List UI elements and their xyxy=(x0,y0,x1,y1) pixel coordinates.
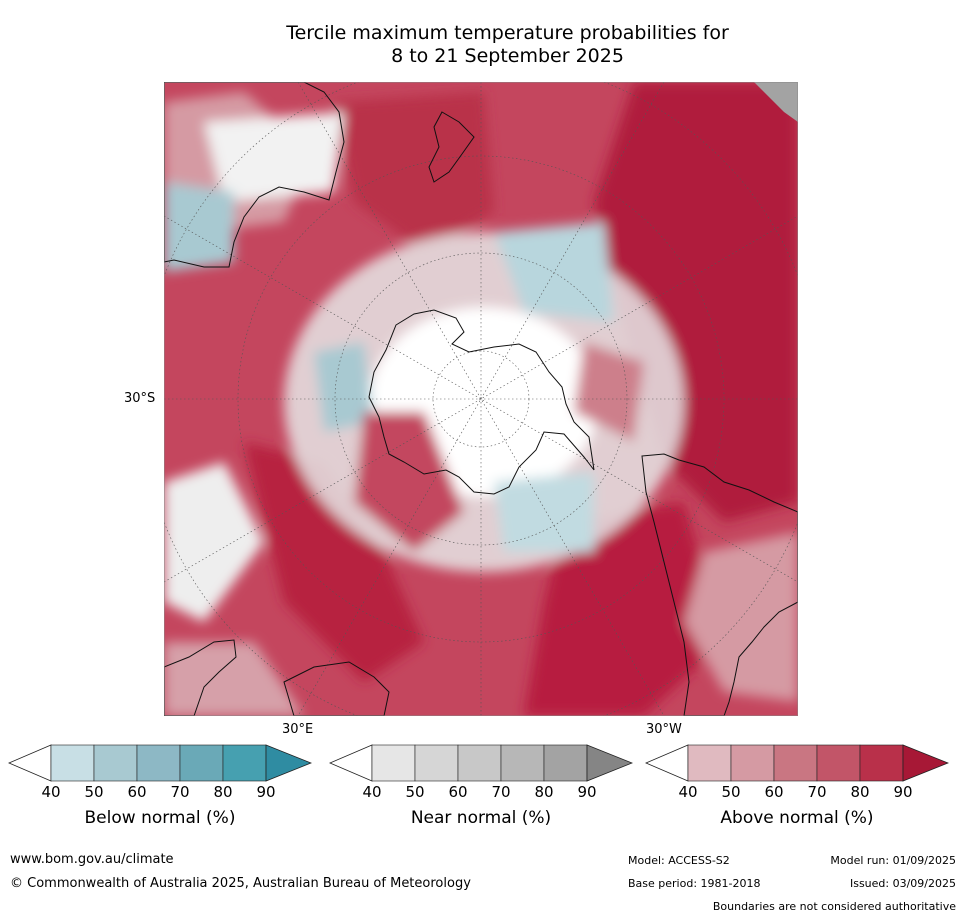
australia-coastline xyxy=(164,82,345,268)
antarctica-coastline xyxy=(368,309,595,495)
colorbar-segment xyxy=(222,744,267,782)
colorbar-segment xyxy=(457,744,502,782)
above-50-region-se xyxy=(684,532,798,702)
model-name: Model: ACCESS-S2 xyxy=(628,854,730,867)
above-90-region-south xyxy=(524,502,724,716)
colorbar-tick-label: 80 xyxy=(850,783,870,801)
issued-date: Issued: 03/09/2025 xyxy=(849,877,956,890)
colorbar-segment xyxy=(730,744,775,782)
colorbar-below-normal xyxy=(8,744,312,782)
colorbar-segment xyxy=(773,744,818,782)
below-normal-patch-west xyxy=(314,342,374,432)
colorbar-min-arrow xyxy=(645,744,689,782)
colorbar-min-arrow xyxy=(329,744,373,782)
colorbar-min-arrow xyxy=(8,744,52,782)
colorbar-segment xyxy=(859,744,904,782)
probability-map xyxy=(164,82,798,716)
colorbar-max-arrow xyxy=(586,744,633,782)
colorbar-tick-label: 70 xyxy=(807,783,827,801)
below-normal-patch-pole-north xyxy=(494,222,614,322)
title-line-1: Tercile maximum temperature probabilitie… xyxy=(286,22,729,44)
colorbar-tick-label: 80 xyxy=(534,783,554,801)
graticule xyxy=(164,82,798,716)
colorbar-label-near: Near normal (%) xyxy=(410,808,552,828)
map-title: Tercile maximum temperature probabilitie… xyxy=(160,22,855,68)
colorbar-segment xyxy=(179,744,224,782)
colorbar-segment xyxy=(543,744,588,782)
above-tongue-southwest xyxy=(354,412,464,552)
map-frame xyxy=(164,82,798,716)
colorbar-segment xyxy=(93,744,138,782)
south-america-coastline xyxy=(641,453,798,716)
colorbar-segment xyxy=(50,744,95,782)
colorbar-tick-label: 50 xyxy=(721,783,741,801)
colorbar-tick-label: 90 xyxy=(893,783,913,801)
longitude-label-30w: 30°W xyxy=(646,722,682,737)
colorbar-tick-label: 50 xyxy=(84,783,104,801)
model-run-date: Model run: 01/09/2025 xyxy=(830,854,956,867)
white-patch-northwest xyxy=(204,112,344,202)
colorbar-segment xyxy=(136,744,181,782)
colorbar-tick-label: 60 xyxy=(764,783,784,801)
colorbar-tick-label: 80 xyxy=(213,783,233,801)
colorbar-above-normal xyxy=(645,744,949,782)
below-normal-patch-south xyxy=(494,472,594,552)
latitude-label-30s: 30°S xyxy=(124,391,156,406)
title-line-2: 8 to 21 September 2025 xyxy=(391,45,624,67)
website-link[interactable]: www.bom.gov.au/climate xyxy=(10,852,174,867)
base-period: Base period: 1981-2018 xyxy=(628,877,761,890)
near-normal-corner xyxy=(754,82,798,122)
africa-coastline xyxy=(164,639,237,716)
colorbar-near-normal xyxy=(329,744,633,782)
above-50-region-sw xyxy=(164,642,304,716)
colorbar-label-below: Below normal (%) xyxy=(84,808,236,828)
colorbar-label-above: Above normal (%) xyxy=(720,808,874,828)
new-zealand-coastline xyxy=(428,111,475,183)
colorbar-segment xyxy=(500,744,545,782)
colorbar-tick-label: 70 xyxy=(491,783,511,801)
colorbar-tick-label: 40 xyxy=(362,783,382,801)
white-patch-southwest xyxy=(164,462,264,622)
colorbar-max-arrow xyxy=(902,744,949,782)
colorbar-tick-label: 90 xyxy=(256,783,276,801)
colorbar-segment xyxy=(371,744,416,782)
longitude-label-30e: 30°E xyxy=(282,722,314,737)
colorbar-segment xyxy=(414,744,459,782)
colorbar-tick-label: 60 xyxy=(127,783,147,801)
above-90-region-north xyxy=(334,92,494,252)
below-normal-patch-northwest xyxy=(164,182,234,272)
colorbar-tick-label: 90 xyxy=(577,783,597,801)
above-90-region-east xyxy=(594,82,798,522)
madagascar-coastline xyxy=(283,661,390,716)
above-90-region-west xyxy=(244,442,424,682)
copyright-text: © Commonwealth of Australia 2025, Austra… xyxy=(10,876,471,891)
colorbar-tick-label: 60 xyxy=(448,783,468,801)
colorbar-tick-label: 70 xyxy=(170,783,190,801)
colorbar-tick-label: 40 xyxy=(678,783,698,801)
colorbar-tick-label: 50 xyxy=(405,783,425,801)
above-tongue-northeast xyxy=(574,342,644,442)
colorbar-segment xyxy=(687,744,732,782)
colorbar-tick-label: 40 xyxy=(41,783,61,801)
colorbar-segment xyxy=(816,744,861,782)
colorbar-max-arrow xyxy=(265,744,312,782)
boundaries-disclaimer: Boundaries are not considered authoritat… xyxy=(712,900,956,913)
